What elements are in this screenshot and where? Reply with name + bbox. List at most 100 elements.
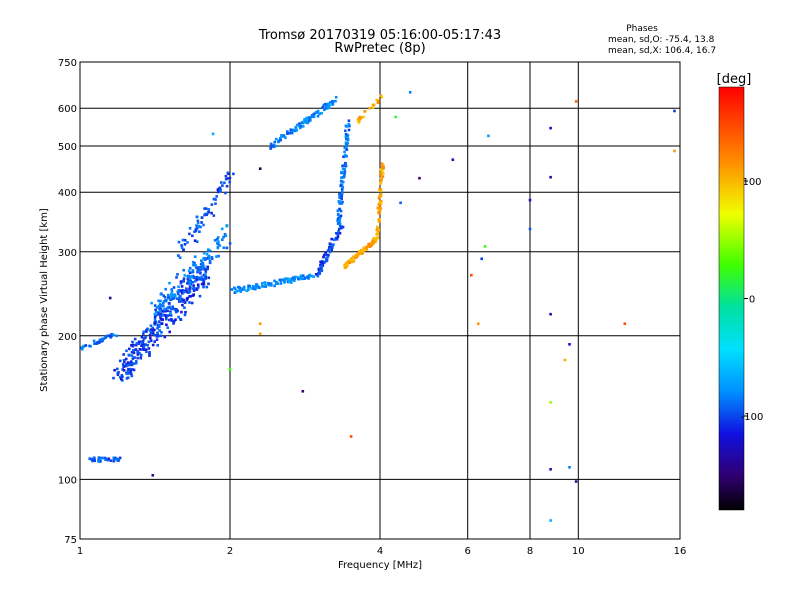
data-point: [293, 277, 296, 281]
data-point: [198, 230, 201, 233]
data-point: [328, 246, 331, 249]
data-point: [172, 286, 176, 289]
data-point: [150, 301, 153, 305]
data-point: [112, 456, 116, 460]
data-point: [338, 202, 342, 205]
data-point: [168, 305, 171, 309]
data-point: [164, 310, 167, 313]
data-point: [201, 262, 205, 265]
data-point: [112, 333, 115, 337]
data-point: [218, 186, 222, 190]
data-point: [157, 304, 161, 308]
data-point: [269, 282, 273, 285]
data-point: [340, 187, 344, 191]
data-point: [623, 322, 627, 325]
data-point: [94, 342, 97, 345]
data-point: [180, 244, 183, 247]
data-point: [128, 347, 131, 351]
x-tick-label: 4: [377, 546, 383, 557]
data-point: [157, 325, 161, 328]
data-point: [167, 302, 171, 305]
data-point: [128, 372, 131, 375]
data-point: [189, 279, 192, 283]
data-point: [300, 277, 304, 280]
data-point: [210, 256, 214, 259]
data-point: [205, 212, 209, 215]
data-point: [245, 289, 248, 293]
data-point: [574, 100, 578, 103]
data-point: [306, 275, 309, 278]
data-point: [376, 225, 379, 229]
data-point: [288, 277, 291, 281]
data-point: [183, 301, 187, 304]
data-point: [343, 264, 346, 268]
data-point: [139, 353, 143, 357]
data-point: [183, 313, 187, 317]
data-point: [378, 208, 382, 212]
data-point: [324, 104, 327, 107]
data-point: [214, 202, 217, 205]
data-point: [549, 519, 552, 522]
colorbar-tick-label: 0: [749, 295, 755, 306]
data-point: [379, 207, 382, 210]
data-point: [297, 124, 301, 128]
data-point: [193, 239, 197, 242]
data-point: [126, 361, 130, 364]
data-point: [196, 221, 200, 225]
x-tick-label: 6: [465, 546, 471, 557]
data-point: [574, 480, 578, 483]
data-point: [148, 351, 151, 354]
x-tick-label: 16: [674, 546, 687, 557]
data-point: [186, 277, 190, 281]
data-point: [194, 279, 197, 283]
data-point: [302, 274, 305, 277]
data-point: [187, 269, 191, 273]
data-point: [91, 458, 94, 461]
data-point: [214, 198, 217, 201]
data-point: [172, 307, 175, 311]
data-point: [196, 267, 199, 271]
data-point: [372, 103, 376, 107]
data-point: [182, 291, 186, 294]
data-point: [264, 285, 267, 288]
data-point: [378, 194, 381, 198]
data-point: [339, 184, 342, 188]
data-point: [342, 164, 345, 167]
data-point: [275, 137, 278, 141]
data-point: [317, 271, 320, 275]
data-point: [197, 276, 201, 280]
data-point: [309, 119, 312, 122]
data-point: [279, 278, 282, 282]
data-point: [196, 219, 200, 223]
data-point: [347, 122, 351, 126]
data-point: [190, 301, 194, 305]
data-point: [344, 161, 347, 165]
data-point: [357, 252, 360, 255]
data-point: [151, 474, 155, 477]
data-point: [106, 334, 110, 338]
data-point: [188, 276, 192, 280]
data-point: [151, 343, 155, 347]
data-point: [218, 244, 222, 247]
data-point: [379, 194, 383, 198]
data-point: [348, 124, 351, 128]
data-point: [380, 162, 384, 165]
data-point: [180, 246, 184, 249]
data-point: [197, 224, 201, 228]
data-point: [197, 286, 200, 289]
data-point: [337, 230, 340, 233]
data-point: [135, 360, 138, 363]
data-point: [250, 287, 253, 290]
data-point: [377, 196, 381, 200]
data-point: [549, 126, 552, 130]
data-point: [345, 125, 348, 128]
data-point: [143, 348, 146, 351]
data-point: [192, 284, 195, 287]
data-point: [154, 308, 157, 312]
data-point: [322, 255, 325, 259]
data-point: [320, 265, 324, 268]
data-point: [380, 178, 383, 182]
data-point: [334, 95, 338, 99]
data-point: [163, 335, 167, 339]
